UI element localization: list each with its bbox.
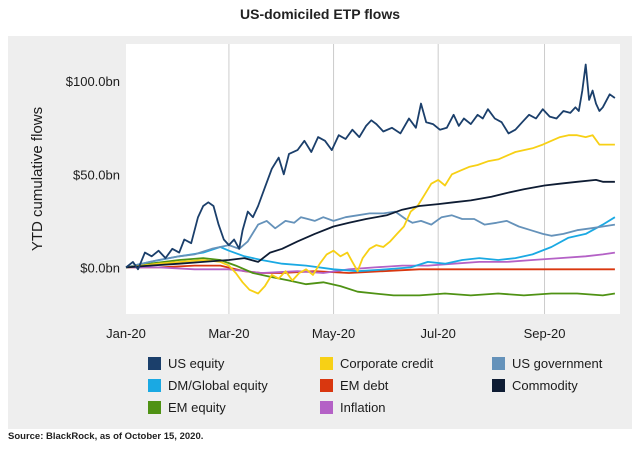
legend-item: DM/Global equity — [148, 378, 268, 393]
chart-title: US-domiciled ETP flows — [240, 6, 400, 22]
x-tick-label: Jul-20 — [420, 326, 455, 341]
legend-item: Inflation — [320, 400, 386, 415]
y-tick-label: $50.0bn — [73, 167, 120, 182]
series-line-corporate-credit — [125, 134, 615, 295]
y-axis-label: YTD cumulative flows — [29, 107, 46, 251]
chart-legend: US equity Corporate credit US government DM… — [148, 356, 628, 428]
legend-swatch — [320, 357, 333, 370]
legend-label: Inflation — [340, 400, 386, 415]
source-note: Source: BlackRock, as of October 15, 202… — [8, 431, 204, 442]
series-line-us-equity — [125, 63, 616, 271]
y-tick-label: $100.0bn — [66, 74, 120, 89]
legend-item: US government — [492, 356, 602, 371]
line-chart: Jan-20 Mar-20 May-20 Jul-20 Sep-20 $0.0bn $50.… — [29, 44, 620, 341]
legend-swatch — [320, 401, 333, 414]
chart-panel: Jan-20 Mar-20 May-20 Jul-20 Sep-20 $0.0bn $50.… — [8, 36, 632, 429]
series-line-em-equity — [125, 257, 616, 297]
x-tick-label: Mar-20 — [208, 326, 249, 341]
legend-swatch — [148, 401, 161, 414]
legend-item: US equity — [148, 356, 224, 371]
x-tick-label: Jan-20 — [106, 326, 146, 341]
legend-label: US equity — [168, 356, 225, 371]
legend-swatch — [320, 379, 333, 392]
legend-swatch — [492, 357, 505, 370]
x-tick-label: May-20 — [312, 326, 355, 341]
legend-label: Corporate credit — [340, 356, 434, 371]
legend-swatch — [492, 379, 505, 392]
series-line-us-government — [125, 210, 616, 269]
legend-item: EM debt — [320, 378, 388, 393]
x-tick-label: Sep-20 — [524, 326, 566, 341]
legend-item: Corporate credit — [320, 356, 433, 371]
legend-swatch — [148, 357, 161, 370]
legend-label: EM equity — [168, 400, 226, 415]
plot-area — [126, 44, 620, 314]
series-line-dm-global-equity — [125, 216, 616, 273]
legend-swatch — [148, 379, 161, 392]
y-tick-label: $0.0bn — [80, 260, 120, 275]
series-line-em-debt — [126, 264, 615, 274]
legend-label: EM debt — [340, 378, 389, 393]
legend-label: DM/Global equity — [168, 378, 268, 393]
series-line-inflation — [126, 251, 616, 274]
series-line-commodity — [125, 179, 615, 269]
legend-label: Commodity — [512, 378, 578, 393]
legend-item: Commodity — [492, 378, 578, 393]
legend-item: EM equity — [148, 400, 226, 415]
legend-label: US government — [512, 356, 603, 371]
